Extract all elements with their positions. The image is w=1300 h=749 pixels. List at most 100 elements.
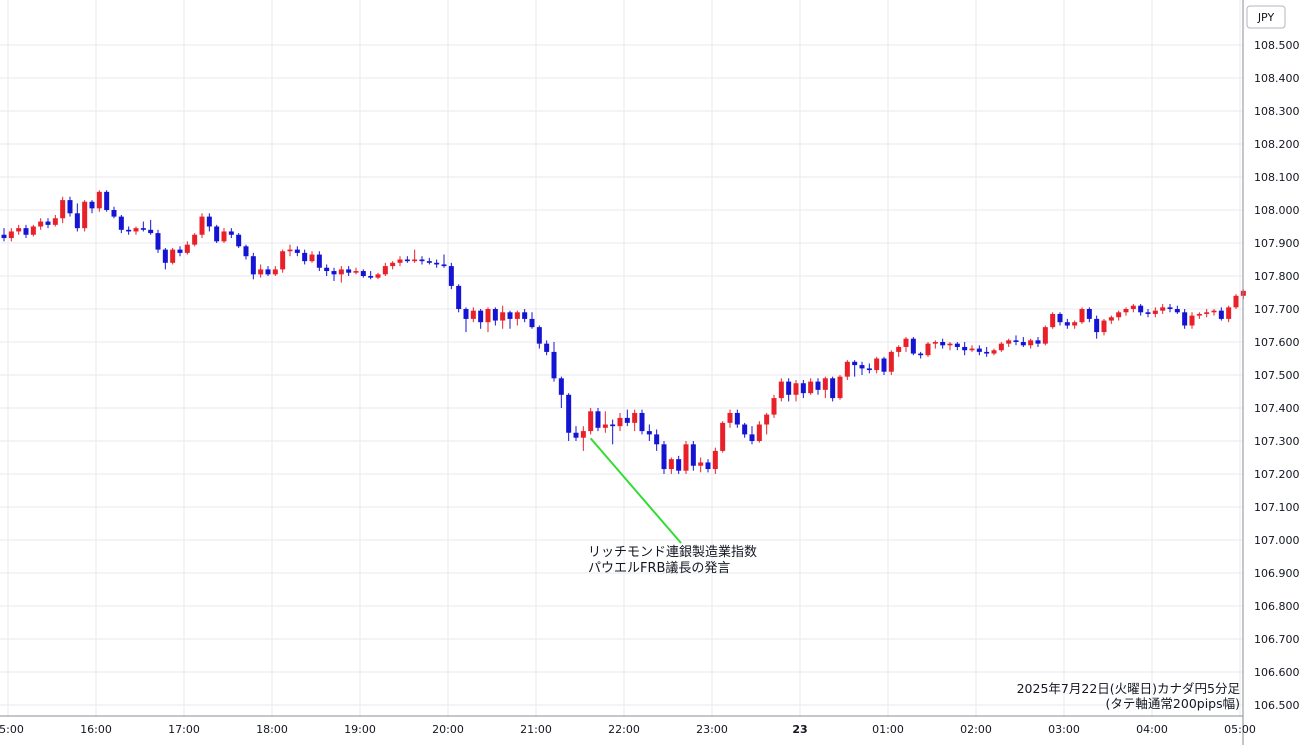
- candle: [837, 375, 843, 400]
- candle: [478, 309, 484, 329]
- candle-body: [1138, 305, 1144, 313]
- candle-body: [1064, 322, 1070, 326]
- candle: [192, 233, 198, 247]
- grid-layer: [0, 0, 1243, 716]
- candle: [844, 360, 850, 380]
- candle-body: [573, 432, 579, 438]
- candle: [632, 409, 638, 432]
- candle-body: [727, 412, 733, 423]
- footer-line-1: 2025年7月22日(火曜日)カナダ円5分足: [1017, 681, 1241, 696]
- y-tick-labels: 108.500 108.400 108.300 108.200 108.100 108.0…: [1254, 39, 1300, 712]
- x-tick-label: 21:00: [520, 723, 552, 736]
- currency-label: JPY: [1257, 11, 1275, 24]
- candle-body: [925, 343, 931, 356]
- candle: [1138, 304, 1144, 316]
- candle: [566, 393, 572, 441]
- candle-body: [23, 228, 29, 235]
- candle-body: [448, 266, 454, 286]
- candle: [258, 264, 264, 278]
- candle-body: [360, 271, 366, 276]
- candle: [1152, 307, 1158, 318]
- candle: [434, 259, 440, 268]
- candle: [1101, 318, 1107, 336]
- annotation-line-2: パウエルFRB議長の発言: [588, 561, 730, 576]
- candle: [954, 342, 960, 351]
- candle: [1086, 307, 1092, 323]
- candle: [690, 441, 696, 471]
- candle-body: [214, 226, 220, 242]
- candle-body: [338, 269, 344, 275]
- candle: [1196, 312, 1202, 319]
- candle-body: [698, 462, 704, 466]
- y-tick-label: 107.400: [1254, 402, 1300, 415]
- candle-body: [764, 414, 770, 425]
- y-tick-label: 108.500: [1254, 39, 1300, 52]
- annotation: リッチモンド連銀製造業指数 パウエルFRB議長の発言: [588, 437, 757, 576]
- candle: [910, 337, 916, 356]
- candle: [800, 379, 806, 399]
- candle: [815, 378, 821, 395]
- candle-body: [16, 228, 22, 232]
- candle: [170, 247, 176, 265]
- y-tick-label: 107.000: [1254, 534, 1300, 547]
- candle-body: [522, 312, 528, 319]
- y-tick-label: 106.800: [1254, 600, 1300, 613]
- candle-body: [1072, 322, 1078, 326]
- candle: [624, 409, 630, 427]
- candle: [1167, 304, 1173, 313]
- candle-body: [1123, 309, 1129, 313]
- candle: [331, 267, 337, 281]
- candle-body: [206, 216, 212, 227]
- candle-body: [661, 444, 667, 470]
- candle: [1189, 312, 1195, 329]
- candle-body: [104, 191, 110, 210]
- candle-body: [610, 424, 616, 427]
- candle: [133, 226, 139, 235]
- candle: [573, 426, 579, 441]
- candle: [698, 457, 704, 473]
- candle-body: [96, 191, 102, 209]
- candle-body: [111, 210, 117, 217]
- candle-body: [309, 254, 315, 262]
- candle: [45, 218, 51, 229]
- candle: [1204, 309, 1210, 318]
- candle: [353, 267, 359, 275]
- candle: [705, 459, 711, 473]
- candle-body: [1020, 342, 1026, 346]
- y-tick-label: 107.300: [1254, 435, 1300, 448]
- candle-body: [1174, 309, 1180, 313]
- candle: [397, 256, 403, 267]
- candle: [676, 455, 682, 474]
- candle: [1064, 318, 1070, 329]
- candle: [654, 429, 660, 451]
- candle: [1035, 337, 1041, 347]
- candle-body: [918, 353, 924, 356]
- candle: [148, 219, 154, 235]
- candle: [756, 421, 762, 443]
- candle: [126, 226, 132, 235]
- candle: [969, 345, 975, 352]
- candle-body: [580, 431, 586, 438]
- candle: [441, 254, 447, 268]
- candle: [52, 214, 58, 227]
- y-tick-label: 107.500: [1254, 369, 1300, 382]
- candle-body: [272, 269, 278, 275]
- candle-body: [8, 231, 14, 239]
- candle-body: [1152, 310, 1158, 314]
- y-tick-label: 108.000: [1254, 204, 1300, 217]
- y-tick-label: 107.100: [1254, 501, 1300, 514]
- y-tick-label: 107.900: [1254, 237, 1300, 250]
- candle: [199, 213, 205, 239]
- candle-body: [228, 231, 234, 235]
- candle-body: [947, 343, 953, 346]
- candle-body: [375, 274, 381, 278]
- candle: [544, 340, 550, 356]
- candle: [382, 262, 388, 276]
- candle-body: [404, 259, 410, 262]
- candle: [463, 307, 469, 333]
- candle: [294, 246, 300, 257]
- candle-body: [932, 342, 938, 344]
- candle: [1072, 320, 1078, 329]
- candle: [1226, 305, 1232, 323]
- candle: [214, 224, 220, 243]
